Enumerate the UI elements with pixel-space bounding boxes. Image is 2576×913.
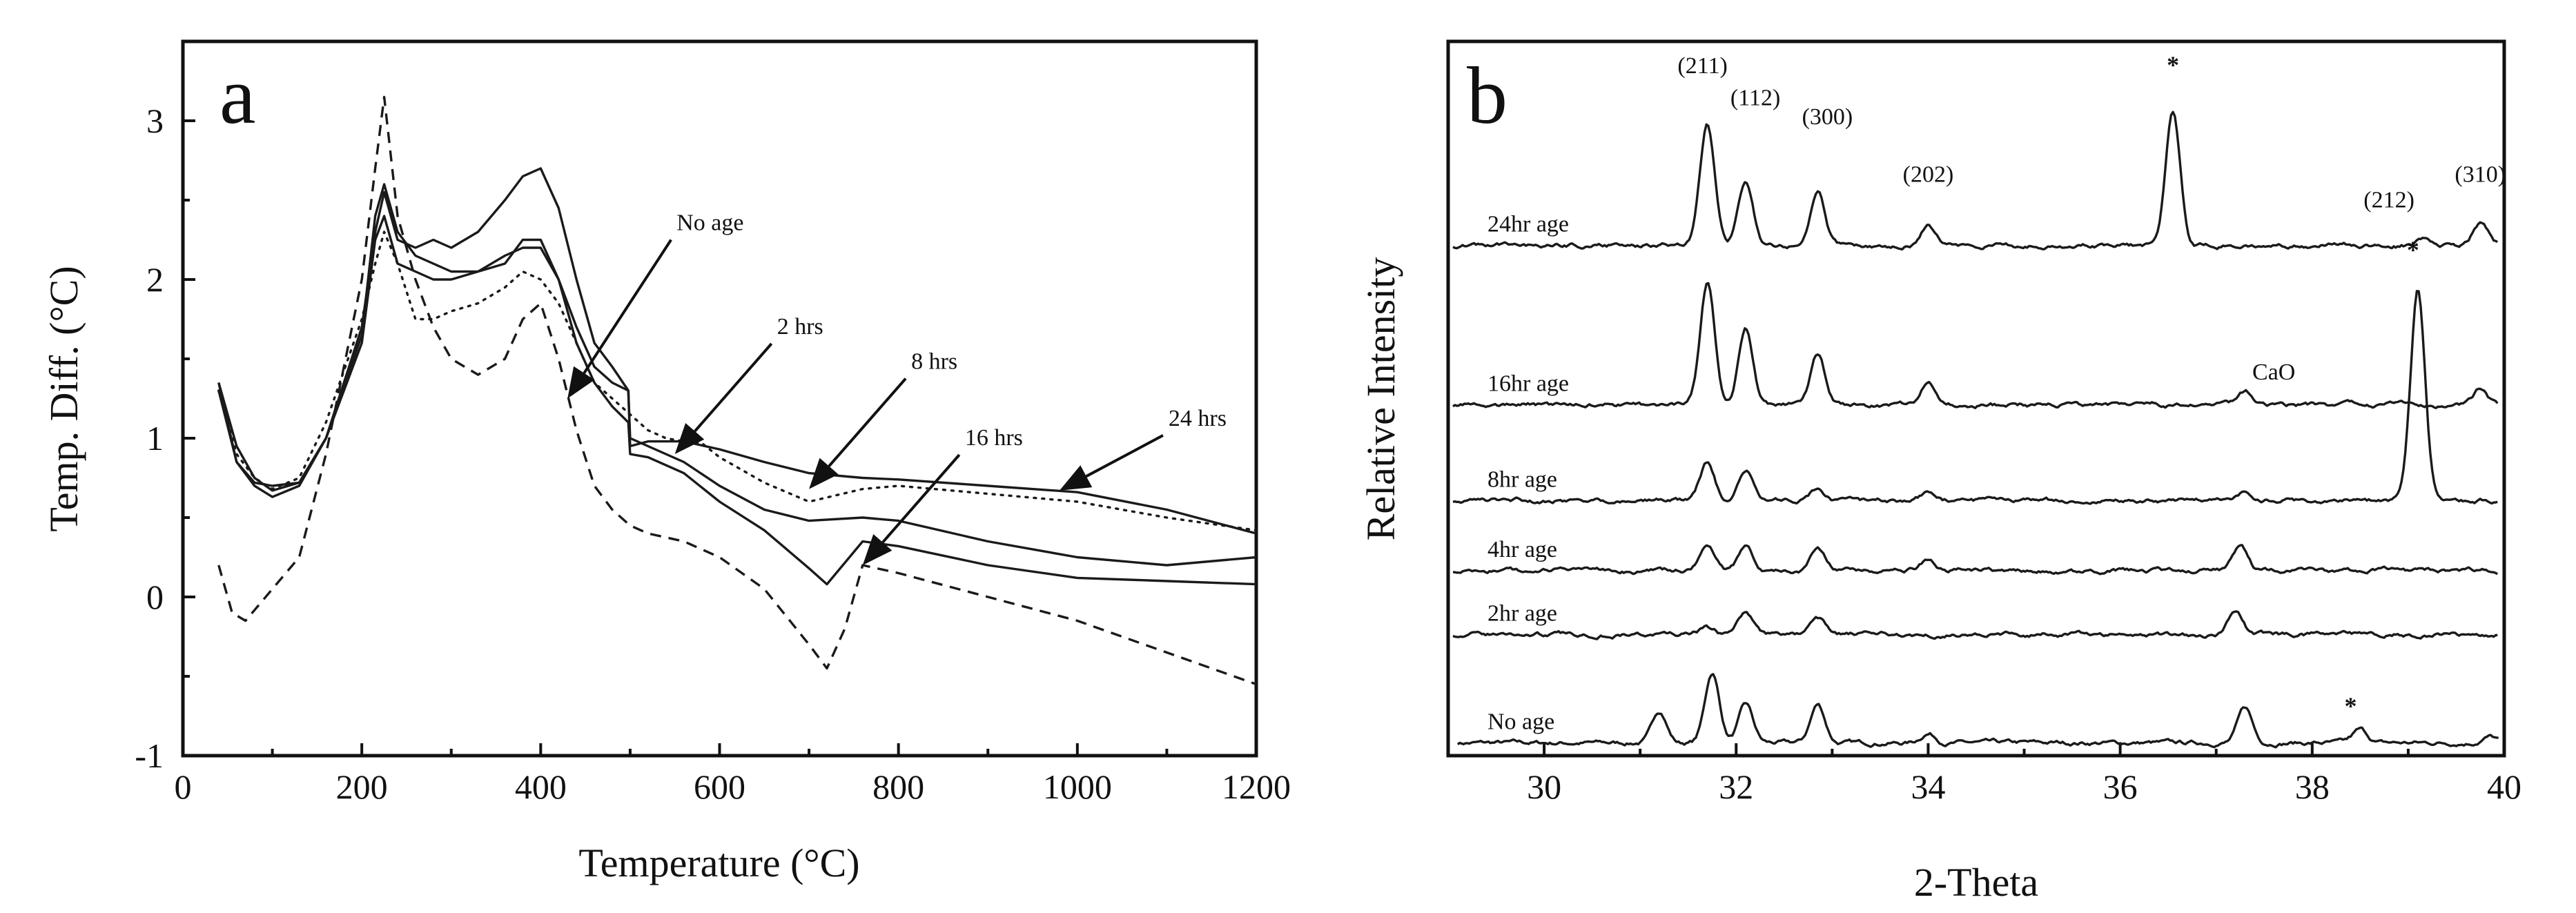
series-label-16hr-age: 16hr age	[1487, 371, 1569, 397]
arrow-head-no-age	[567, 366, 595, 399]
panel-b-ticks: 30 32 34 36 38 40	[1447, 743, 2521, 806]
panel-b-x-axis-title: 2-Theta	[1914, 860, 2038, 905]
series-label-2hr-age: 2hr age	[1487, 600, 1557, 626]
xrd-pattern-8hr-age	[1452, 290, 2498, 505]
peak-label-300: (300)	[1802, 104, 1853, 130]
panel-a-arrows: No age 2 hrs 8 hrs 16 hrs 24 hrs	[567, 210, 1227, 565]
panel-a-plot-frame	[181, 39, 1258, 758]
arrow-head-16-hrs	[862, 534, 892, 565]
panel-b-plot-frame	[1446, 39, 2506, 758]
series-label-4hr-age: 4hr age	[1487, 537, 1557, 562]
arrow-head-24-hrs	[1059, 465, 1093, 491]
arrow-label-8-hrs: 8 hrs	[911, 349, 957, 375]
arrow-head-8-hrs	[809, 458, 839, 489]
peak-label-asterisk: *	[2407, 236, 2419, 264]
peak-label-asterisk: *	[2344, 692, 2357, 720]
peak-label-212: (212)	[2363, 187, 2414, 213]
xrd-pattern-no-age	[1456, 673, 2499, 749]
panel-a-y-tick-label: 3	[146, 101, 164, 140]
panel-b-x-tick-label: 32	[1719, 767, 1753, 806]
peak-label-202: (202)	[1903, 161, 1954, 187]
arrow-shaft-16-hrs	[881, 453, 961, 544]
panel-a-x-tick-label: 1200	[1222, 767, 1291, 806]
panel-a-y-tick-label: 2	[146, 260, 164, 299]
series-label-no-age: No age	[1487, 709, 1554, 735]
series-line-8-hrs	[217, 167, 1257, 567]
panel-a-ticks: 0 200 400 600 800 1000 1200 -1 0 1 2 3	[135, 40, 1291, 806]
panel-a-series	[217, 95, 1258, 686]
peak-label-cao: CaO	[2252, 360, 2295, 385]
arrow-shaft-8-hrs	[828, 377, 907, 467]
series-label-8hr-age: 8hr age	[1487, 467, 1557, 492]
panel-a-x-tick-label: 400	[515, 767, 567, 806]
panel-a-y-tick-label: -1	[135, 736, 164, 775]
panel-a-x-tick-label: 800	[872, 767, 924, 806]
panel-a-x-tick-label: 1000	[1043, 767, 1112, 806]
panel-a-y-tick-label: 1	[146, 419, 164, 458]
panel-b-x-tick-label: 38	[2295, 767, 2330, 806]
panel-b-xrd-chart: 30 32 34 36 38 40 No age 2hr age 4hr age 8hr age…	[1358, 39, 2521, 905]
panel-b-series: No age 2hr age 4hr age 8hr age 16hr age 24hr …	[1452, 110, 2499, 749]
panel-a-x-tick-label: 200	[336, 767, 388, 806]
arrow-head-2-hrs	[674, 423, 705, 454]
panel-a-letter: a	[219, 50, 255, 141]
panel-a-y-tick-label: 0	[146, 578, 164, 616]
xrd-pattern-24hr-age	[1452, 110, 2499, 251]
panel-a-x-tick-label: 600	[694, 767, 745, 806]
peak-label-310: (310)	[2455, 161, 2506, 187]
arrow-label-16-hrs: 16 hrs	[965, 425, 1023, 451]
panel-b-x-tick-label: 30	[1527, 767, 1561, 806]
panel-b-x-tick-label: 40	[2487, 767, 2521, 806]
series-line-24-hrs	[217, 95, 1257, 686]
xrd-pattern-2hr-age	[1452, 610, 2498, 640]
panel-b-y-axis-title: Relative Intensity	[1358, 257, 1403, 541]
xrd-pattern-16hr-age	[1452, 282, 2499, 409]
peak-label-asterisk: *	[2167, 51, 2179, 79]
panel-a-x-tick-label: 0	[175, 767, 192, 806]
peak-label-211: (211)	[1677, 53, 1727, 79]
arrow-label-24-hrs: 24 hrs	[1169, 406, 1227, 431]
arrow-shaft-2-hrs	[694, 342, 773, 433]
xrd-pattern-4hr-age	[1452, 544, 2499, 576]
arrow-shaft-no-age	[583, 239, 672, 374]
panel-b-peak-labels: (211)(112) (300) (202) * (212) (310) * CaO *	[1677, 51, 2506, 720]
panel-b-x-tick-label: 36	[2103, 767, 2138, 806]
series-label-24hr-age: 24hr age	[1487, 212, 1569, 237]
arrow-label-no-age: No age	[676, 210, 743, 236]
panel-b-x-tick-label: 34	[1911, 767, 1945, 806]
series-line-16-hrs	[217, 183, 1257, 586]
panel-a-y-axis-title: Temp. Diff. (°C)	[41, 266, 86, 531]
panel-b-letter: b	[1467, 50, 1507, 141]
arrow-label-2-hrs: 2 hrs	[777, 314, 823, 340]
panel-a-x-axis-title: Temperature (°C)	[578, 841, 859, 885]
arrow-shaft-24-hrs	[1085, 434, 1164, 478]
panel-a-dta-chart: 0 200 400 600 800 1000 1200 -1 0 1 2 3 No age 2 hrs 8…	[41, 39, 1291, 885]
peak-label-112: (112)	[1730, 85, 1780, 110]
